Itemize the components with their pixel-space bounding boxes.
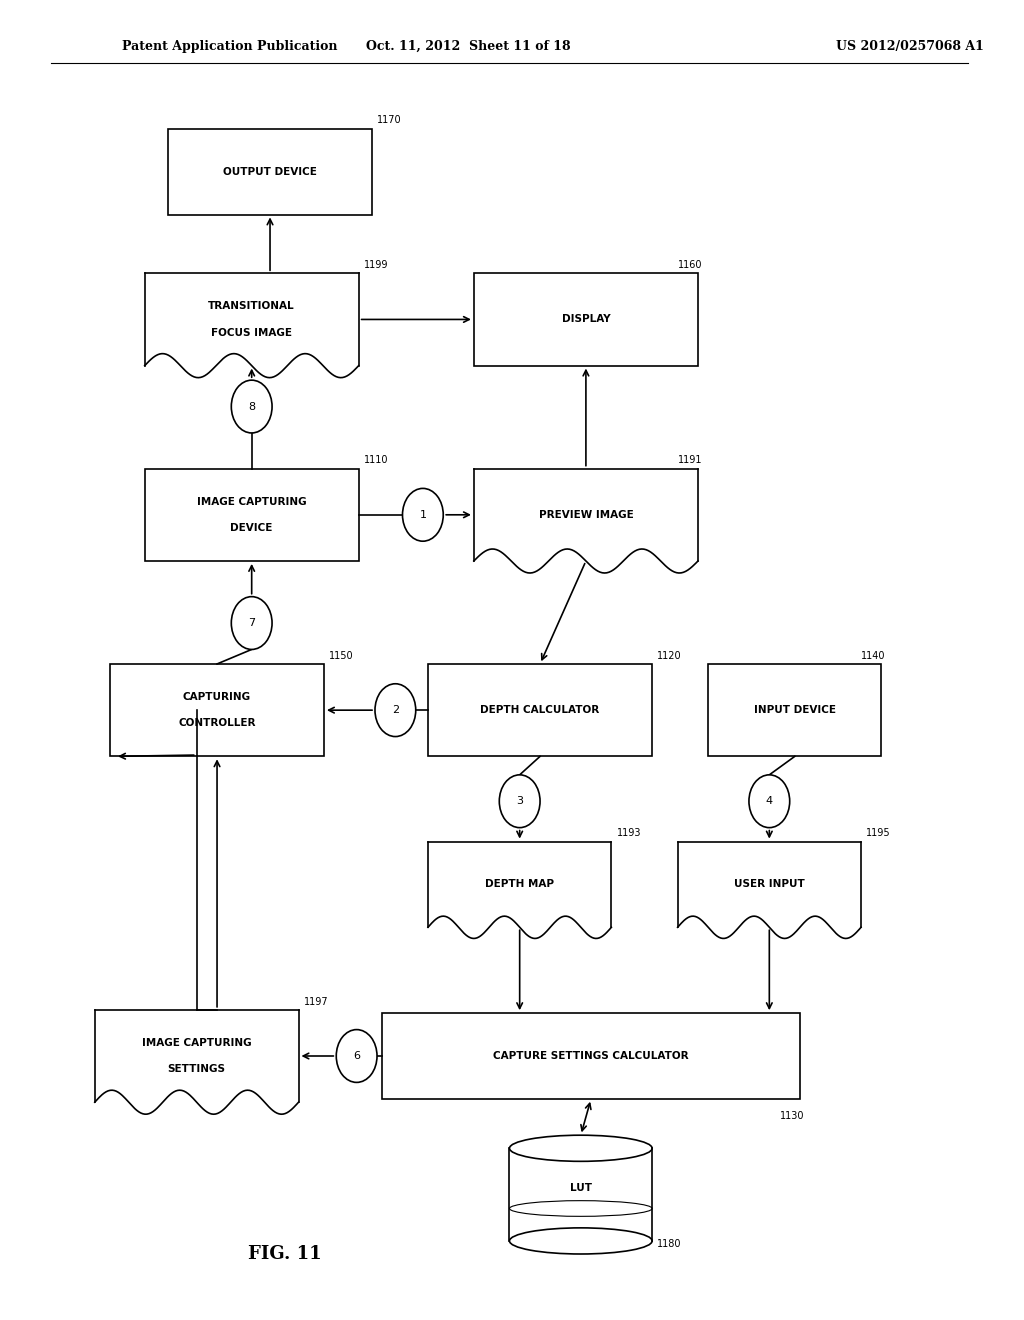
Text: 3: 3 — [516, 796, 523, 807]
Text: 1160: 1160 — [678, 260, 702, 271]
FancyBboxPatch shape — [144, 469, 358, 561]
FancyBboxPatch shape — [382, 1014, 800, 1098]
Circle shape — [375, 684, 416, 737]
Circle shape — [336, 1030, 377, 1082]
Text: DISPLAY: DISPLAY — [561, 314, 610, 325]
Text: CAPTURE SETTINGS CALCULATOR: CAPTURE SETTINGS CALCULATOR — [494, 1051, 689, 1061]
FancyBboxPatch shape — [474, 273, 698, 366]
Polygon shape — [678, 842, 861, 939]
Text: INPUT DEVICE: INPUT DEVICE — [754, 705, 836, 715]
Circle shape — [402, 488, 443, 541]
Circle shape — [500, 775, 540, 828]
Text: 1120: 1120 — [657, 651, 682, 661]
Text: 1191: 1191 — [678, 455, 702, 466]
Text: SETTINGS: SETTINGS — [168, 1064, 225, 1074]
Text: 1197: 1197 — [304, 997, 329, 1007]
Text: DEPTH MAP: DEPTH MAP — [485, 879, 554, 890]
Text: USER INPUT: USER INPUT — [734, 879, 805, 890]
Text: CAPTURING: CAPTURING — [183, 692, 251, 702]
Text: 1: 1 — [420, 510, 426, 520]
Text: Patent Application Publication: Patent Application Publication — [122, 40, 338, 53]
Text: 8: 8 — [248, 401, 255, 412]
Text: CONTROLLER: CONTROLLER — [178, 718, 256, 729]
Circle shape — [231, 597, 272, 649]
Text: US 2012/0257068 A1: US 2012/0257068 A1 — [836, 40, 983, 53]
Text: PREVIEW IMAGE: PREVIEW IMAGE — [539, 510, 633, 520]
Text: Oct. 11, 2012  Sheet 11 of 18: Oct. 11, 2012 Sheet 11 of 18 — [367, 40, 571, 53]
Text: 1199: 1199 — [364, 260, 388, 271]
Text: 4: 4 — [766, 796, 773, 807]
Polygon shape — [144, 273, 358, 378]
Text: 7: 7 — [248, 618, 255, 628]
Text: FIG. 11: FIG. 11 — [249, 1245, 323, 1263]
Text: DEPTH CALCULATOR: DEPTH CALCULATOR — [480, 705, 600, 715]
Circle shape — [231, 380, 272, 433]
Circle shape — [749, 775, 790, 828]
Text: 1140: 1140 — [861, 651, 886, 661]
FancyBboxPatch shape — [709, 664, 882, 756]
Text: 1180: 1180 — [657, 1239, 682, 1250]
Text: 1170: 1170 — [377, 115, 401, 125]
Polygon shape — [95, 1010, 299, 1114]
Text: 6: 6 — [353, 1051, 360, 1061]
Text: TRANSITIONAL: TRANSITIONAL — [208, 301, 295, 312]
Text: DEVICE: DEVICE — [230, 523, 272, 533]
Polygon shape — [428, 842, 611, 939]
Text: FOCUS IMAGE: FOCUS IMAGE — [211, 327, 292, 338]
FancyBboxPatch shape — [110, 664, 324, 756]
Polygon shape — [474, 469, 698, 573]
Text: 1193: 1193 — [616, 828, 641, 838]
Text: OUTPUT DEVICE: OUTPUT DEVICE — [223, 166, 317, 177]
Text: LUT: LUT — [569, 1183, 592, 1193]
FancyBboxPatch shape — [168, 128, 372, 214]
Ellipse shape — [510, 1135, 652, 1162]
Text: 1110: 1110 — [364, 455, 388, 466]
Text: IMAGE CAPTURING: IMAGE CAPTURING — [197, 496, 306, 507]
Text: 2: 2 — [392, 705, 399, 715]
Ellipse shape — [510, 1228, 652, 1254]
Text: 1195: 1195 — [866, 828, 891, 838]
FancyBboxPatch shape — [428, 664, 652, 756]
Text: IMAGE CAPTURING: IMAGE CAPTURING — [142, 1038, 252, 1048]
Bar — [510, 1148, 652, 1241]
Text: 1150: 1150 — [329, 651, 353, 661]
Text: 1130: 1130 — [779, 1110, 804, 1121]
